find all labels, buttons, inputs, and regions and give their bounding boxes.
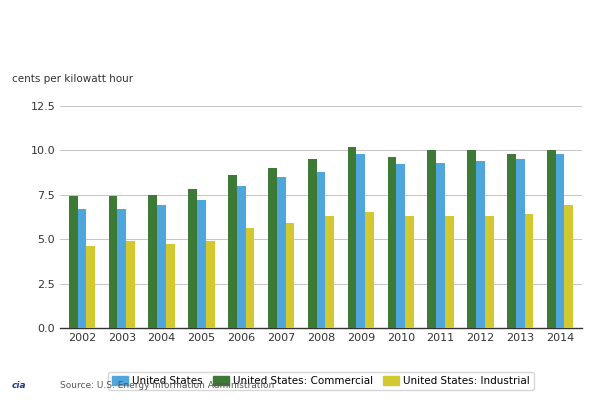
Bar: [485, 216, 494, 328]
Bar: [436, 163, 445, 328]
Bar: [286, 223, 295, 328]
Bar: [148, 195, 157, 328]
Bar: [228, 175, 237, 328]
Bar: [268, 168, 277, 328]
Bar: [427, 150, 436, 328]
Bar: [547, 150, 556, 328]
Bar: [325, 216, 334, 328]
Bar: [507, 154, 516, 328]
Bar: [126, 241, 135, 328]
Bar: [556, 154, 565, 328]
Bar: [109, 196, 118, 328]
Legend: United States, United States: Commercial, United States: Industrial: United States, United States: Commercial…: [108, 372, 534, 390]
Text: AVERAGE RETAIL PRICE OF ELECTRICITY - MONTHLY: AVERAGE RETAIL PRICE OF ELECTRICITY - MO…: [27, 24, 410, 36]
Bar: [516, 159, 524, 328]
Bar: [157, 205, 166, 328]
Bar: [188, 189, 197, 328]
Bar: [445, 216, 454, 328]
Text: cia: cia: [12, 381, 26, 390]
Bar: [197, 200, 206, 328]
Bar: [206, 241, 215, 328]
Bar: [356, 154, 365, 328]
Bar: [365, 212, 374, 328]
Bar: [118, 209, 126, 328]
Bar: [308, 159, 317, 328]
Bar: [467, 150, 476, 328]
Bar: [86, 246, 95, 328]
Bar: [476, 161, 485, 328]
Bar: [388, 157, 397, 328]
Bar: [245, 228, 254, 328]
Bar: [347, 147, 356, 328]
Bar: [524, 214, 533, 328]
Text: Source: U.S. Energy Information Administration: Source: U.S. Energy Information Administ…: [60, 381, 274, 390]
Bar: [166, 244, 175, 328]
Text: cents per kilowatt hour: cents per kilowatt hour: [12, 74, 133, 84]
Bar: [277, 177, 286, 328]
Bar: [237, 186, 245, 328]
Bar: [397, 164, 405, 328]
Bar: [77, 209, 86, 328]
Bar: [405, 216, 414, 328]
Bar: [317, 172, 325, 328]
Bar: [565, 205, 573, 328]
Bar: [69, 196, 77, 328]
